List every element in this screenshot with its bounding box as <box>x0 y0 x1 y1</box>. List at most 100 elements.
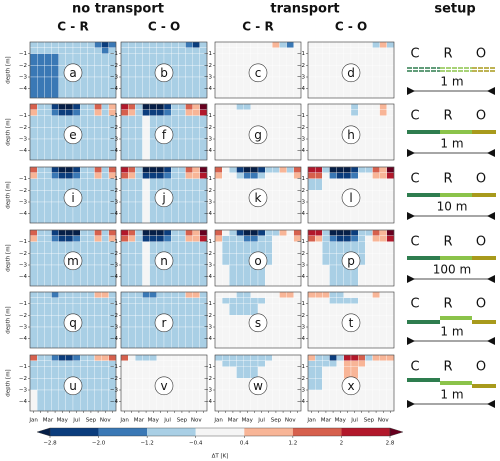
panel-label: s <box>255 316 261 330</box>
panel-label: r <box>162 316 167 330</box>
x-tick-label: Jan <box>306 418 316 424</box>
y-tick-label: −4 <box>297 274 306 280</box>
heat-cell <box>171 41 179 48</box>
heat-cell <box>307 166 316 173</box>
heat-cell <box>94 360 102 367</box>
heat-cell <box>192 366 200 379</box>
x-tick-label: Sep <box>86 418 97 424</box>
heat-cell <box>329 178 337 191</box>
heat-cell <box>286 264 294 287</box>
setup-arrowhead <box>487 337 495 345</box>
heat-cell <box>386 366 395 379</box>
heat-cell <box>265 109 273 116</box>
heat-cell <box>379 297 387 304</box>
heat-cell <box>365 378 373 391</box>
heat-cell <box>171 109 179 116</box>
heat-cell <box>386 389 395 412</box>
y-tick-label: −1 <box>110 239 118 245</box>
heat-cell <box>286 41 294 48</box>
heat-cell <box>101 138 109 161</box>
heat-cell <box>51 303 59 316</box>
setup-letter: O <box>476 109 486 124</box>
heat-cell <box>286 297 294 304</box>
heat-cell <box>192 326 200 349</box>
heat-cell <box>163 291 172 298</box>
heat-cell <box>142 201 150 224</box>
heat-cell <box>101 53 109 66</box>
heat-cell <box>44 76 52 99</box>
heat-cell <box>142 229 150 236</box>
heat-cell <box>315 315 323 328</box>
heat-cell <box>336 201 344 224</box>
heat-cell <box>322 172 330 179</box>
x-tick-label: Jul <box>350 418 358 424</box>
heat-cell <box>58 235 66 242</box>
heat-cell <box>178 190 186 203</box>
heat-cell <box>336 326 344 349</box>
heat-cell <box>80 178 88 191</box>
heat-cell <box>286 109 294 116</box>
heat-cell <box>365 291 373 298</box>
setup-surface <box>472 193 496 197</box>
heat-cell <box>329 360 337 367</box>
heat-cell <box>214 41 223 48</box>
heat-cell <box>322 103 330 110</box>
setup-letter: O <box>476 235 486 250</box>
heat-cell <box>128 326 136 349</box>
heat-cell <box>171 172 179 179</box>
heat-cell <box>72 166 81 173</box>
panel-badge <box>341 188 361 208</box>
setup-letter: R <box>443 235 452 250</box>
heat-cell <box>120 47 129 54</box>
heat-cell <box>171 264 179 287</box>
heat-cell <box>51 378 59 391</box>
heat-cell <box>135 241 143 254</box>
heat-cell <box>358 235 366 242</box>
heat-cell <box>222 47 230 54</box>
setup-letter: R <box>443 172 452 187</box>
heat-cell <box>386 103 395 110</box>
heat-cell <box>386 178 395 191</box>
heat-cell <box>358 41 366 48</box>
y-tick-label: −2 <box>297 376 305 382</box>
heat-cell <box>171 201 179 224</box>
y-tick-label: −4 <box>110 148 119 154</box>
heat-cell <box>265 115 273 128</box>
panel-frame <box>307 291 395 349</box>
heat-cell <box>87 315 95 328</box>
heat-cell <box>322 41 330 48</box>
heat-cell <box>358 115 366 128</box>
heat-cell <box>94 241 102 254</box>
heat-cell <box>80 53 88 66</box>
x-tick-label: May <box>148 418 160 424</box>
y-tick-label: −1 <box>19 113 27 119</box>
panel-badge <box>248 251 268 271</box>
heat-cell <box>171 47 179 54</box>
heat-cell <box>44 65 52 78</box>
heat-cell <box>379 190 387 203</box>
heat-cell <box>350 235 359 242</box>
heat-cell <box>185 76 193 99</box>
heat-cell <box>229 297 237 304</box>
heat-cell <box>214 109 223 116</box>
heat-cell <box>315 172 323 179</box>
heat-cell <box>87 166 95 173</box>
heat-cell <box>44 109 52 116</box>
heat-cell <box>365 103 373 110</box>
y-tick-label: −2 <box>204 63 212 69</box>
heat-cell <box>243 264 251 287</box>
heat-cell <box>192 315 200 328</box>
heat-cell <box>279 109 287 116</box>
heat-cell <box>192 41 200 48</box>
heat-cell <box>229 253 237 266</box>
heat-cell <box>72 172 81 179</box>
heat-cell <box>29 297 38 304</box>
heat-cell <box>279 354 287 361</box>
heat-cell <box>128 41 136 48</box>
heat-cell <box>257 172 266 179</box>
x-tick-label: Mar <box>43 418 54 424</box>
heat-cell <box>222 326 230 349</box>
heat-cell <box>214 229 223 236</box>
x-tick-label: Mar <box>134 418 145 424</box>
heat-cell <box>379 41 387 48</box>
